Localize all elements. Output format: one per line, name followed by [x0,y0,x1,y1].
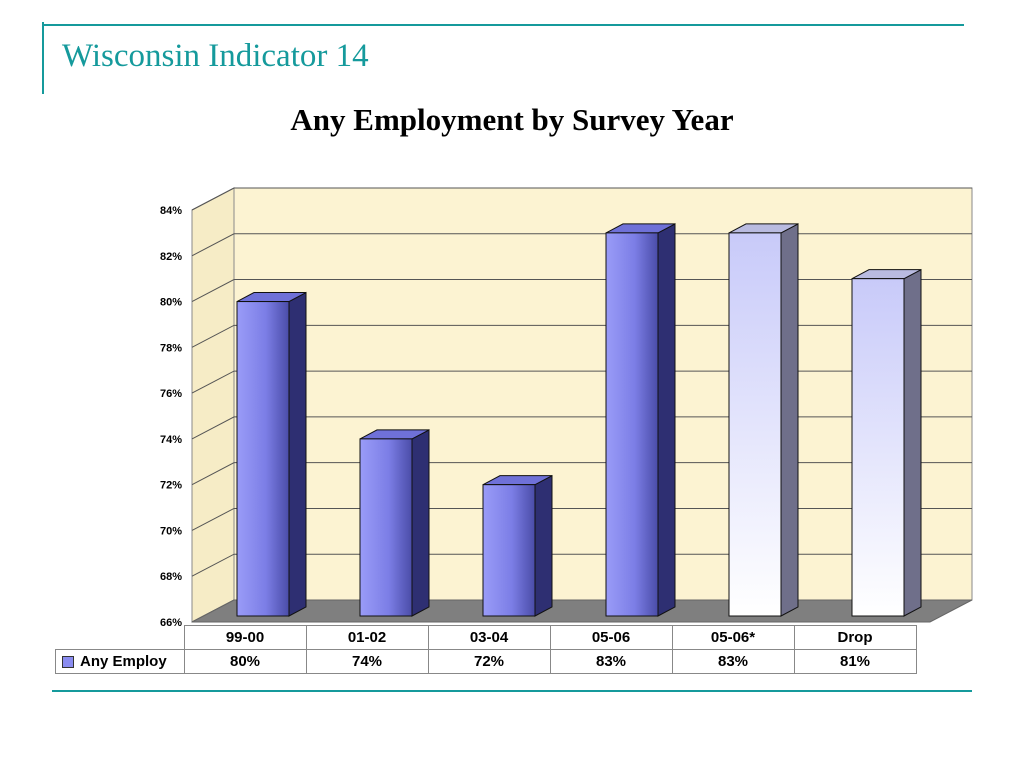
top-rule [44,24,964,26]
data-table-value: 81% [793,649,917,674]
y-tick-label: 72% [160,480,182,492]
y-tick-label: 80% [160,297,182,309]
y-tick-label: 78% [160,342,182,354]
data-table-category: 05-06 [549,625,673,650]
y-tick-label: 66% [160,617,182,629]
data-table-corner [56,626,185,650]
data-table-value: 74% [305,649,429,674]
gridline [191,507,972,531]
y-tick-label: 70% [160,525,182,537]
gridline [191,187,972,211]
data-table-value-row: Any Employ 80% 74% 72% 83% 83% 81% [55,649,917,674]
slide-title: Wisconsin Indicator 14 [62,38,369,74]
bar [728,232,782,617]
gridline [191,553,972,577]
y-tick-label: 74% [160,434,182,446]
bar [236,301,290,617]
gridline [191,462,972,486]
bottom-rule [52,690,972,692]
legend-entry: Any Employ [55,649,185,674]
gridline [191,324,972,348]
y-tick-label: 68% [160,571,182,583]
bar-side [780,223,799,617]
bar-side [657,223,676,617]
chart-title: Any Employment by Survey Year [290,102,734,137]
data-table-category: 01-02 [305,625,429,650]
legend-label: Any Employ [80,653,167,670]
gridline [191,416,972,440]
bar [851,278,905,617]
data-table-header-row: 99-00 01-02 03-04 05-06 05-06* Drop [56,625,917,650]
bar [359,438,413,617]
plot-side-wall [191,187,235,623]
bar [605,232,659,617]
bar-side [288,291,307,617]
y-tick-label: 76% [160,388,182,400]
y-tick-label: 84% [160,205,182,217]
data-table-category: 99-00 [183,625,307,650]
data-table-category: 05-06* [671,625,795,650]
plot-back-wall [233,187,973,601]
chart-data-table: 99-00 01-02 03-04 05-06 05-06* Drop Any … [55,625,917,674]
data-table-category: 03-04 [427,625,551,650]
data-table-category: Drop [793,625,917,650]
bar-side [411,429,430,617]
legend-swatch [62,656,74,669]
data-table-value: 83% [549,649,673,674]
data-table-value: 72% [427,649,551,674]
bar-side [903,268,922,617]
gridline [191,233,972,257]
gridline [191,370,972,394]
gridline [191,279,972,302]
y-tick-label: 82% [160,251,182,263]
title-accent-bar [42,22,44,94]
bar-side [534,474,553,617]
data-table-value: 80% [183,649,307,674]
bar [482,484,536,617]
data-table-value: 83% [671,649,795,674]
